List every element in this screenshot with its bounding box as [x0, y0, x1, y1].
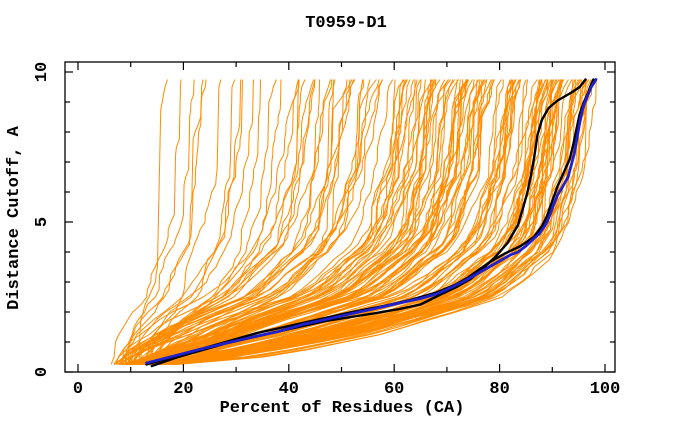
model-curve: [128, 79, 555, 365]
model-curve: [140, 79, 546, 365]
model-curve: [122, 79, 204, 365]
y-tick-label: 10: [33, 62, 52, 82]
model-curve: [147, 79, 331, 365]
model-curve: [170, 79, 541, 365]
x-tick-label: 100: [590, 380, 621, 399]
model-curve: [144, 79, 243, 365]
model-curve: [116, 79, 348, 365]
model-curve: [159, 79, 586, 365]
x-tick-label: 80: [489, 380, 509, 399]
model-curve: [131, 79, 315, 365]
y-tick-label: 0: [33, 367, 52, 377]
model-curve: [155, 79, 597, 365]
model-curve: [124, 79, 236, 365]
model-curve: [137, 79, 168, 365]
chart-title: T0959-D1: [305, 14, 387, 33]
model-curve: [160, 79, 573, 365]
model-curve: [159, 79, 446, 365]
model-curve: [144, 79, 560, 365]
axes-layer: 0 20 40 60 80 100 0 5 10: [33, 61, 621, 399]
model-curve: [149, 79, 282, 365]
model-curve: [130, 79, 592, 365]
model-curve: [145, 79, 299, 365]
reference-curve: [150, 78, 587, 368]
model-curve: [138, 79, 334, 365]
model-curve: [146, 79, 469, 365]
model-curve: [125, 79, 454, 365]
y-tick-label: 5: [33, 217, 52, 227]
model-curve: [118, 79, 316, 365]
model-curve: [156, 79, 543, 365]
model-curve: [110, 79, 182, 365]
x-tick-label: 60: [384, 380, 404, 399]
model-curve: [163, 79, 407, 365]
model-curve: [130, 79, 459, 365]
model-curve: [176, 79, 594, 365]
x-axis-label: Percent of Residues (CA): [220, 399, 465, 418]
model-curve: [150, 79, 469, 365]
model-curve: [143, 79, 306, 365]
model-curve: [126, 79, 207, 365]
x-tick-label: 20: [173, 380, 193, 399]
model-curve: [129, 79, 353, 365]
model-curve: [166, 79, 502, 365]
model-curve: [155, 79, 480, 365]
reference-curve: [145, 78, 595, 366]
model-curve: [134, 79, 394, 365]
model-curve: [125, 79, 418, 365]
model-curve: [113, 79, 316, 365]
model-curve: [130, 79, 254, 365]
model-curve: [132, 79, 436, 365]
model-curve: [115, 79, 300, 365]
x-tick-label: 0: [73, 380, 83, 399]
model-curve: [125, 79, 371, 365]
model-curve: [158, 79, 336, 365]
model-curve: [119, 79, 411, 365]
plot-border: [64, 61, 616, 373]
model-curve: [130, 79, 416, 365]
model-curve: [119, 79, 408, 365]
curve-layer: [110, 78, 598, 368]
model-curve: [138, 79, 222, 365]
model-curve: [163, 79, 364, 365]
model-curve: [148, 79, 242, 365]
y-axis-label: Distance Cutoff, A: [5, 125, 24, 309]
model-curve: [125, 79, 441, 365]
model-curve: [128, 79, 195, 365]
model-curve: [168, 79, 422, 365]
model-curve: [164, 79, 450, 365]
model-curve: [119, 79, 383, 365]
x-tick-label: 40: [279, 380, 299, 399]
highlighted-model-curve: [145, 78, 598, 365]
